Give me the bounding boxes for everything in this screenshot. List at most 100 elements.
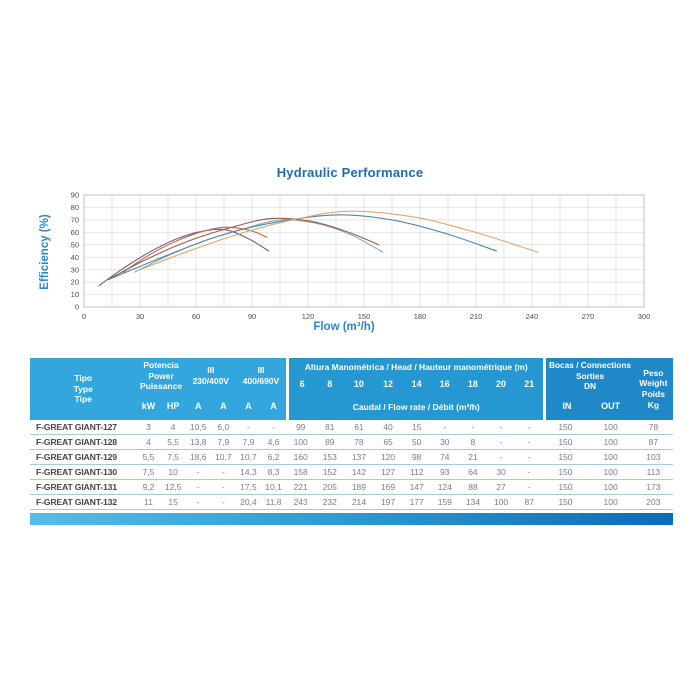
header-head-value: 18 (458, 376, 487, 394)
cell-amp-230: - (210, 495, 236, 510)
cell-flow: 137 (344, 450, 374, 465)
cell-flow: - (430, 420, 459, 435)
cell-flow: 197 (373, 495, 403, 510)
header-230-400v: III 230/400V (185, 358, 236, 394)
cell-amp-230: 18,6 (185, 450, 211, 465)
x-tick-label: 180 (414, 312, 427, 321)
plot-border (83, 194, 645, 308)
cell-model: F-GREAT GIANT-128 (30, 435, 137, 450)
cell-flow: 61 (344, 420, 374, 435)
cell-flow: 40 (373, 420, 403, 435)
header-head-value: 10 (344, 376, 374, 394)
cell-flow: 99 (286, 420, 316, 435)
cell-kw: 7,5 (136, 465, 161, 480)
cell-flow: 21 (458, 450, 487, 465)
cell-amp-230: 10,5 (185, 420, 211, 435)
cell-weight: 113 (633, 465, 673, 480)
header-amp-230-1: A (185, 394, 211, 420)
cell-amp-230: 6,0 (210, 420, 236, 435)
cell-flow: 30 (486, 465, 516, 480)
x-tick-label: 30 (136, 312, 144, 321)
table-row: F-GREAT GIANT-132 11 15- -20,4 11,8 243 232 214… (30, 495, 673, 510)
cell-flow: 169 (373, 480, 403, 495)
cell-weight: 87 (633, 435, 673, 450)
cell-flow: 74 (430, 450, 459, 465)
cell-flow: - (515, 450, 544, 465)
cell-model: F-GREAT GIANT-131 (30, 480, 137, 495)
cell-model: F-GREAT GIANT-127 (30, 420, 137, 435)
gradient-accent-bar (30, 513, 673, 525)
cell-amp-230: - (210, 465, 236, 480)
curve-f-great-giant-128 (122, 226, 268, 273)
cell-hp: 7,5 (160, 450, 186, 465)
cell-flow: 87 (515, 495, 544, 510)
cell-amp-400: 11,8 (261, 495, 287, 510)
header-400-690v: III 400/690V (235, 358, 287, 394)
cell-amp-230: - (185, 495, 211, 510)
cell-flow: 214 (344, 495, 374, 510)
curve-f-great-giant-127 (98, 228, 270, 287)
cell-kw: 5,5 (136, 450, 161, 465)
cell-amp-230: - (210, 480, 236, 495)
cell-dn-in: 150 (543, 420, 588, 435)
header-dn-out: OUT (587, 394, 634, 420)
cell-flow: - (515, 420, 544, 435)
cell-amp-230: 10,7 (210, 450, 236, 465)
cell-dn-in: 150 (543, 480, 588, 495)
cell-flow: 64 (458, 465, 487, 480)
x-tick-label: 0 (82, 312, 86, 321)
cell-dn-out: 100 (587, 435, 634, 450)
flow-axis-label: Flow (m³/h) (313, 321, 375, 333)
curve-f-great-giant-129 (133, 219, 384, 273)
cell-flow: 81 (315, 420, 345, 435)
cell-flow: 98 (402, 450, 431, 465)
cell-flow: 88 (458, 480, 487, 495)
cell-flow: 127 (373, 465, 403, 480)
x-tick-label: 120 (302, 312, 315, 321)
header-head-value: 14 (402, 376, 431, 394)
header-flow-rate: Caudal / Flow rate / Débit (m³/h) (286, 394, 544, 420)
cell-flow: 243 (286, 495, 316, 510)
cell-dn-out: 100 (587, 450, 634, 465)
y-tick-label: 0 (75, 303, 79, 312)
header-head-manometric: Altura Manométrica / Head / Hauteur mano… (286, 358, 544, 376)
cell-dn-in: 150 (543, 435, 588, 450)
header-hp: HP (160, 394, 186, 420)
header-amp-230-2: A (210, 394, 236, 420)
cell-amp-230: 7,9 (210, 435, 236, 450)
table-body: F-GREAT GIANT-127 3 4 10,5 6,0- -99 81 61 40 15- -… (30, 420, 673, 510)
table-row: F-GREAT GIANT-129 5,5 7,5 18,6 10,7 10,7 6,2 16… (30, 450, 673, 465)
cell-amp-400: 10,7 (235, 450, 261, 465)
cell-amp-400: 6,2 (261, 450, 287, 465)
cell-amp-400: - (261, 420, 287, 435)
cell-flow: 142 (344, 465, 374, 480)
header-head-value: 12 (373, 376, 403, 394)
head-values-row: 6 8 10 12 14 16 18 20 21 (30, 376, 673, 394)
cell-flow: 177 (402, 495, 431, 510)
header-connections: Bocas / Connections Sorties DN (543, 358, 634, 394)
cell-flow: 205 (315, 480, 345, 495)
cell-flow: 78 (344, 435, 374, 450)
header-kw: kW (136, 394, 161, 420)
cell-flow: 15 (402, 420, 431, 435)
header-head-value: 8 (315, 376, 345, 394)
cell-flow: 27 (486, 480, 516, 495)
cell-model: F-GREAT GIANT-129 (30, 450, 137, 465)
curve-f-great-giant-130 (107, 217, 380, 281)
cell-flow: - (486, 450, 516, 465)
y-tick-label: 80 (71, 203, 79, 212)
cell-amp-400: 8,3 (261, 465, 287, 480)
cell-flow: - (515, 435, 544, 450)
cell-flow: 153 (315, 450, 345, 465)
cell-amp-400: 17,5 (235, 480, 261, 495)
cell-amp-230: - (185, 480, 211, 495)
cell-model: F-GREAT GIANT-130 (30, 465, 137, 480)
performance-curves-plot: 0 30 60 90 120 150 180 210 240 270 300 0 10 20 30 40 50 6… (71, 191, 651, 321)
cell-kw: 3 (136, 420, 161, 435)
cell-dn-in: 150 (543, 450, 588, 465)
table-row: F-GREAT GIANT-127 3 4 10,5 6,0- -99 81 61 40 15- -… (30, 420, 673, 435)
cell-flow: 152 (315, 465, 345, 480)
cell-flow: 189 (344, 480, 374, 495)
cell-flow: 158 (286, 465, 316, 480)
pump-spec-table: Tipo Type Tipe Potencia Power Puissance … (30, 358, 673, 525)
